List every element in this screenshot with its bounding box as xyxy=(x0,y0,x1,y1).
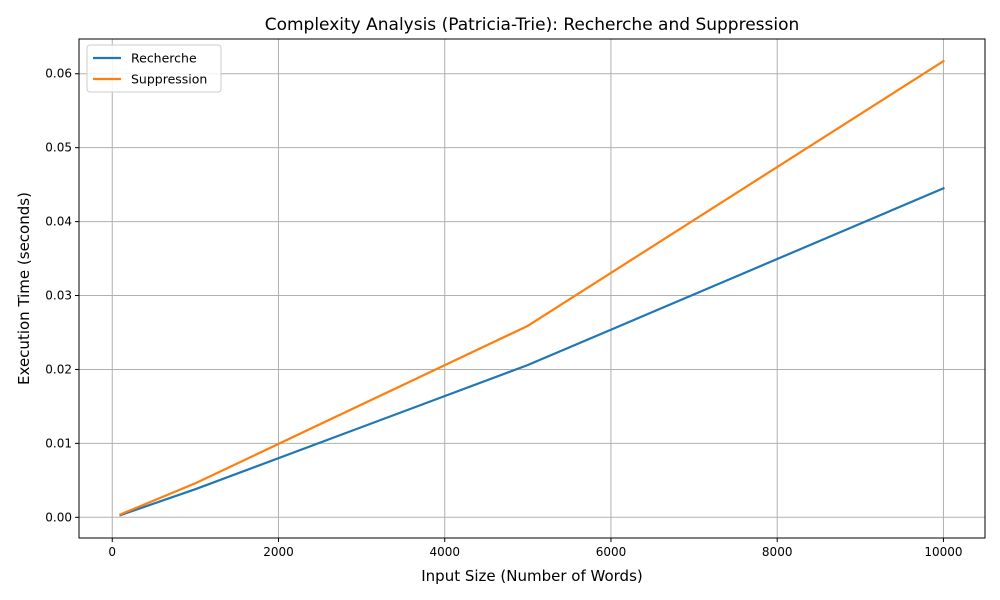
x-tick-label: 10000 xyxy=(924,545,962,559)
chart-title: Complexity Analysis (Patricia-Trie): Rec… xyxy=(265,15,800,35)
y-tick-label: 0.00 xyxy=(45,510,72,524)
legend-label-recherche: Recherche xyxy=(131,51,197,66)
legend-box xyxy=(86,44,222,93)
y-tick-label: 0.03 xyxy=(45,289,72,303)
plot-area xyxy=(79,39,985,538)
grid xyxy=(79,39,985,538)
legend-label-suppression: Suppression xyxy=(131,72,207,87)
y-tick-label: 0.02 xyxy=(45,362,72,376)
x-tick-label: 0 xyxy=(108,545,116,559)
y-tick-label: 0.06 xyxy=(45,67,72,81)
x-tick-label: 8000 xyxy=(762,545,793,559)
legend: Recherche Suppression xyxy=(86,44,222,93)
series-layer xyxy=(119,59,945,517)
y-tick-label: 0.01 xyxy=(45,436,72,450)
y-tick-label: 0.04 xyxy=(45,215,72,229)
series-line-suppression xyxy=(119,59,945,516)
series-line-recherche xyxy=(119,186,945,517)
x-tick-label: 6000 xyxy=(596,545,627,559)
y-tick-label: 0.05 xyxy=(45,141,72,155)
ticks: 0 2000 4000 6000 8000 10000 0.00 0.01 0.02 0.03 0.… xyxy=(45,67,962,559)
y-axis-label: Execution Time (seconds) xyxy=(15,192,33,385)
x-tick-label: 2000 xyxy=(263,545,294,559)
plot-frame xyxy=(78,38,986,539)
x-tick-label: 4000 xyxy=(429,545,460,559)
x-axis-label: Input Size (Number of Words) xyxy=(421,567,643,585)
